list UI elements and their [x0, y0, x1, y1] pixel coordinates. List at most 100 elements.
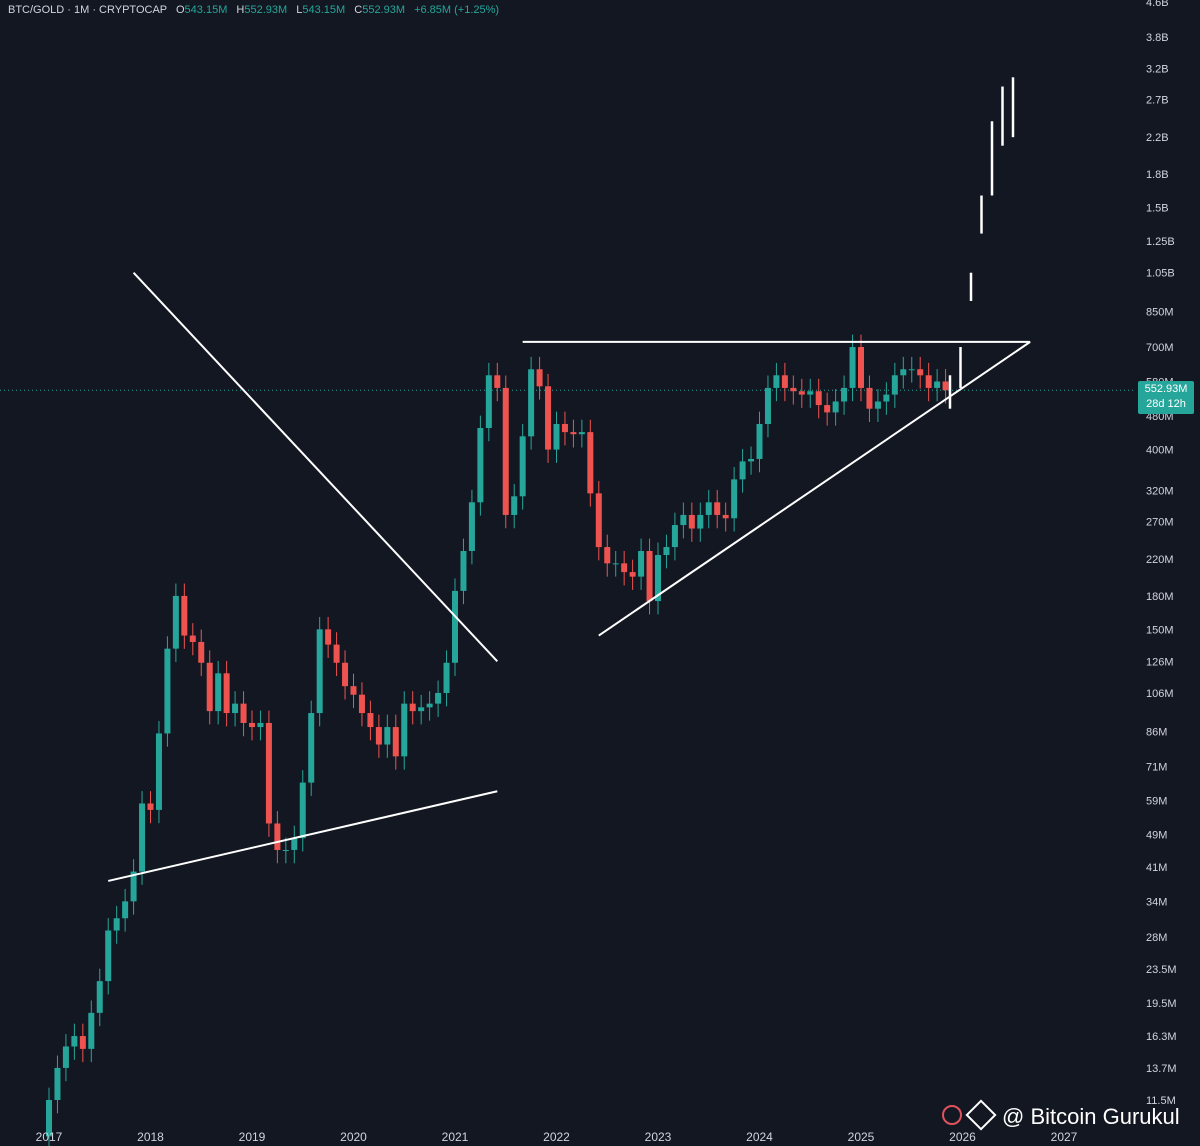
current-price-text: 552.93M — [1144, 383, 1188, 395]
candle-body — [265, 722, 272, 824]
y-tick-label: 480M — [1146, 411, 1174, 423]
y-tick-label: 1.5B — [1146, 202, 1169, 214]
candle-body — [257, 722, 264, 728]
y-tick-label: 150M — [1146, 624, 1174, 636]
candle — [680, 502, 687, 539]
trendline[interactable] — [598, 341, 1031, 637]
candle-body — [748, 458, 755, 462]
candle-body — [883, 394, 890, 402]
y-tick-label: 49M — [1146, 829, 1167, 841]
candle-body — [384, 727, 391, 745]
change-value: +6.85M (+1.25%) — [414, 4, 500, 16]
candle-body — [942, 381, 949, 391]
candle — [917, 356, 924, 389]
y-tick-label: 126M — [1146, 656, 1174, 668]
candle-body — [553, 423, 560, 450]
candle-body — [71, 1036, 78, 1047]
candle-body — [172, 595, 179, 649]
candle-body — [426, 703, 433, 708]
candle-body — [502, 387, 509, 515]
candle — [883, 382, 890, 415]
candle — [206, 650, 213, 725]
candle-body — [240, 703, 247, 723]
candle — [147, 791, 154, 824]
candle — [435, 680, 442, 717]
candle — [722, 502, 729, 532]
candle — [832, 389, 839, 426]
candle-body — [325, 629, 332, 645]
candle-body — [392, 727, 399, 757]
candle — [612, 550, 619, 577]
candle-body — [223, 673, 230, 714]
candle-body — [824, 405, 831, 413]
y-tick-label: 13.7M — [1146, 1063, 1177, 1075]
candle-body — [249, 722, 255, 728]
trendline[interactable] — [107, 790, 498, 882]
candle — [392, 714, 399, 770]
candle — [468, 489, 475, 565]
candle — [790, 375, 797, 405]
candle — [265, 710, 272, 837]
candle-body — [155, 733, 162, 810]
y-tick-label: 16.3M — [1146, 1031, 1177, 1043]
candle — [452, 578, 458, 677]
candles-layer — [46, 334, 949, 1146]
candle — [189, 623, 196, 656]
trendline[interactable] — [132, 272, 499, 662]
candle-body — [612, 563, 619, 565]
candle-body — [739, 461, 746, 480]
candle — [764, 375, 771, 438]
candle-body — [54, 1067, 61, 1100]
candle-body — [536, 369, 543, 387]
y-tick-label: 3.2B — [1146, 64, 1169, 76]
candle-body — [773, 375, 780, 388]
candle — [46, 1087, 52, 1146]
y-tick-label: 700M — [1146, 342, 1174, 354]
candle-body — [435, 692, 442, 704]
x-tick-label: 2019 — [239, 1130, 266, 1144]
open-label: O — [175, 4, 185, 16]
candle — [384, 714, 391, 758]
candle-body — [308, 713, 315, 783]
y-tick-label: 86M — [1146, 726, 1167, 738]
candle-body — [299, 782, 306, 839]
candle — [874, 389, 881, 422]
candle — [122, 888, 129, 932]
candle — [494, 362, 501, 402]
x-tick-label: 2026 — [949, 1130, 976, 1144]
y-axis[interactable]: 4.6B 3.8B 3.2B 2.7B 2.2B 1.8B 1.5B 1.25B 1.05B 85… — [1146, 0, 1177, 1107]
candle — [418, 694, 425, 725]
candle — [198, 629, 205, 677]
candle-body — [485, 375, 492, 429]
candle-body — [841, 387, 848, 402]
y-tick-label: 2.2B — [1146, 132, 1169, 144]
candle — [155, 721, 162, 824]
candle — [333, 632, 340, 677]
candle — [553, 411, 560, 463]
candle — [841, 375, 848, 415]
candle-body — [291, 838, 298, 850]
candle-body — [79, 1036, 86, 1049]
candle — [502, 375, 509, 529]
candle-body — [181, 595, 188, 636]
symbol-label[interactable]: BTC/GOLD · 1M · CRYPTOCAP — [8, 4, 167, 16]
candle — [54, 1055, 61, 1114]
candle-body — [891, 375, 898, 395]
high-value: 552.93M — [244, 4, 288, 16]
candle-body — [350, 686, 357, 695]
high-label: H — [236, 4, 245, 16]
candle-body — [697, 514, 704, 529]
candle-body — [105, 930, 112, 982]
close-value: 552.93M — [362, 4, 406, 16]
candle-body — [189, 635, 196, 642]
candle-body — [764, 387, 771, 424]
candle — [621, 550, 628, 586]
chart-header: BTC/GOLD · 1M · CRYPTOCAP O543.15M H552.… — [8, 4, 499, 16]
low-value: 543.15M — [302, 4, 346, 16]
candle — [358, 682, 365, 727]
candle-body — [519, 436, 526, 497]
x-axis[interactable]: 2017 2018 2019 2020 2021 2022 2023 2024 2025 2026… — [36, 1130, 1078, 1144]
y-tick-label: 3.8B — [1146, 32, 1169, 44]
candle — [663, 534, 670, 569]
